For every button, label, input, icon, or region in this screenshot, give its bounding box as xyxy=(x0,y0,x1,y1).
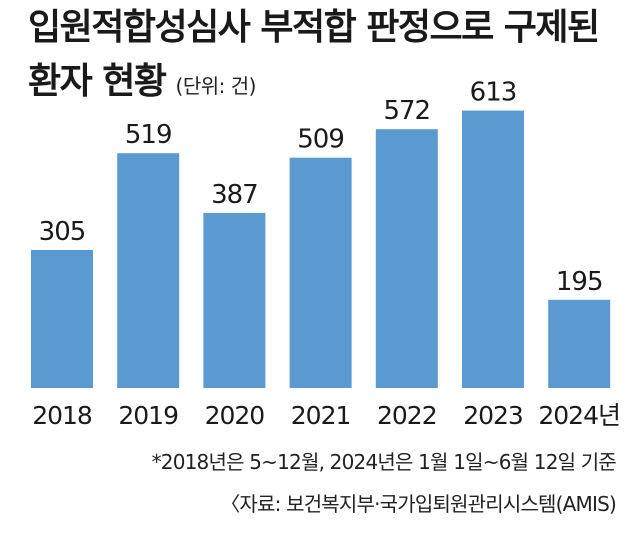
x-tick-label-2024년: 2024년 xyxy=(538,401,620,430)
bar-2022 xyxy=(375,129,438,388)
bar-2018 xyxy=(31,250,93,388)
x-tick-label-2022: 2022 xyxy=(377,401,437,430)
bar-2023 xyxy=(462,110,524,388)
bar-2019 xyxy=(117,153,180,388)
chart-title-text: 입원적합성심사 부적합 판정으로 구제된 xyxy=(28,7,600,48)
chart-title-text-2: 환자 현황 xyxy=(28,61,167,102)
bar-2024년 xyxy=(548,299,611,388)
data-label-2024년: 195 xyxy=(556,267,603,297)
chart-title-line2: 환자 현황 (단위: 건) xyxy=(28,64,256,100)
source-note: 〈자료: 보건복지부·국가입퇴원관리시스템(AMIS) xyxy=(220,492,617,516)
x-tick-label-2021: 2021 xyxy=(291,401,351,430)
bar-2021 xyxy=(289,157,352,388)
x-tick-label-2019: 2019 xyxy=(118,401,178,430)
x-tick-label-2018: 2018 xyxy=(32,401,92,430)
chart-title: 입원적합성심사 부적합 판정으로 구제된 xyxy=(28,7,600,48)
footnote: *2018년은 5~12월, 2024년은 1월 1일~6월 12일 기준 xyxy=(151,450,617,474)
bar-2020 xyxy=(203,212,266,388)
data-label-2021: 509 xyxy=(297,125,344,155)
x-tick-label-2023: 2023 xyxy=(463,401,523,430)
data-label-2020: 387 xyxy=(211,180,258,210)
x-tick-label-2020: 2020 xyxy=(205,401,265,430)
data-label-2022: 572 xyxy=(383,96,430,126)
data-label-2018: 305 xyxy=(39,217,86,247)
unit-label: (단위: 건) xyxy=(175,74,257,98)
data-label-2023: 613 xyxy=(470,78,517,108)
data-label-2019: 519 xyxy=(125,120,172,150)
